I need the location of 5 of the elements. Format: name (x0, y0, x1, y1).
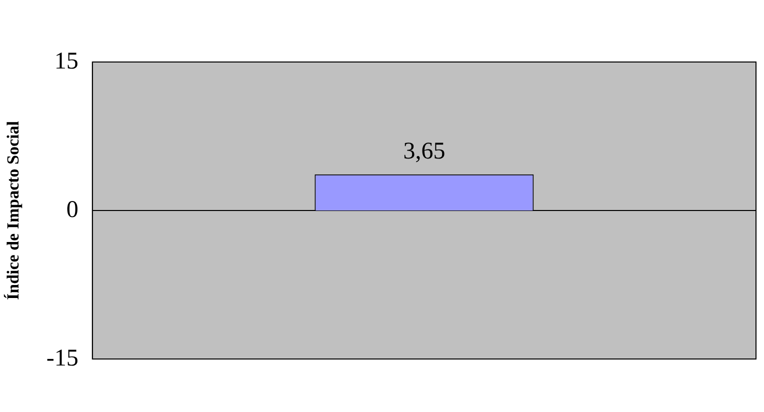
data-label: 3,65 (403, 138, 446, 165)
y-axis-title: Índice de Impacto Social (4, 120, 23, 300)
y-tick-label: -15 (46, 345, 78, 372)
y-tick-label: 0 (66, 196, 78, 223)
y-tick-label: 15 (54, 48, 78, 74)
